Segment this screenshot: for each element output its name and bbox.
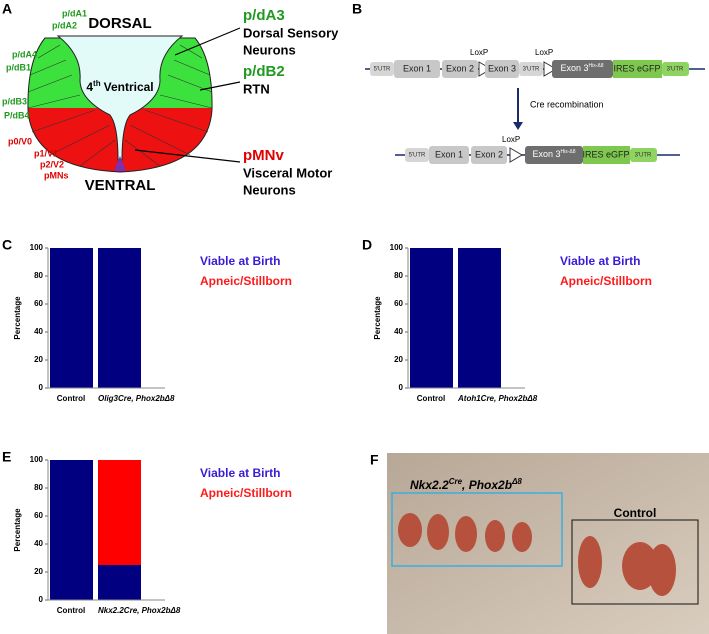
legend-entry: Viable at Birth	[560, 254, 640, 268]
y-tick-label: 20	[34, 567, 43, 576]
x-tick-label: Nkx2.2Cre, Phox2bΔ8	[98, 606, 181, 615]
legend-entry: Apneic/Stillborn	[200, 486, 292, 500]
x-tick-label: Control	[57, 606, 85, 615]
domain-label: p/dB1	[6, 62, 31, 72]
domain-desc: Dorsal Sensory	[243, 25, 339, 40]
ventral-label: VENTRAL	[85, 177, 156, 194]
utr-label: 3'UTR	[523, 67, 540, 73]
exon-label: Exon 3	[488, 63, 516, 73]
arrows	[134, 27, 241, 163]
domain-desc: Visceral Motor	[243, 165, 332, 180]
domain-desc: Neurons	[243, 182, 296, 197]
bar	[410, 248, 453, 388]
ventricle-label: 4th Ventrical	[86, 79, 153, 94]
utr-label: 3'UTR	[635, 153, 652, 159]
bar	[458, 248, 501, 388]
x-tick-label: Olig3Cre, Phox2bΔ8	[98, 394, 175, 403]
floor-plate	[114, 156, 126, 171]
bar	[98, 565, 141, 600]
y-tick-label: 80	[34, 483, 43, 492]
y-tick-label: 100	[30, 243, 44, 252]
legend-entry: Viable at Birth	[200, 466, 280, 480]
mutant-label: Nkx2.2Cre, Phox2bΔ8	[410, 477, 522, 492]
domain-label: p/dA2	[52, 20, 77, 30]
panel-b: B 5'UTR Exon 1 Exon 2 LoxP Exon 3 3'UTR …	[352, 1, 705, 164]
y-tick-label: 80	[394, 271, 403, 280]
domain-title: p/dA3	[243, 7, 285, 24]
y-tick-label: 0	[39, 383, 44, 392]
x-tick-label: Atoh1Cre, Phox2bΔ8	[457, 394, 538, 403]
pups	[398, 513, 676, 596]
control-box	[571, 519, 699, 605]
dorsal-label: DORSAL	[88, 15, 151, 32]
domain-label: p1/V1	[34, 148, 58, 158]
control-label: Control	[614, 506, 657, 520]
y-tick-label: 0	[399, 383, 404, 392]
y-tick-label: 60	[34, 299, 43, 308]
legend-entry: Apneic/Stillborn	[200, 274, 292, 288]
y-axis-title: Percentage	[373, 296, 382, 340]
domain-title: p/dB2	[243, 63, 285, 80]
loxp-label: LoxP	[535, 48, 553, 57]
y-axis-title: Percentage	[13, 508, 22, 552]
utr-label: 3'UTR	[667, 67, 684, 73]
bar	[98, 248, 141, 388]
loxp-label: LoxP	[502, 135, 520, 144]
y-axis-title: Percentage	[13, 296, 22, 340]
panel-label: D	[362, 237, 372, 253]
y-tick-label: 0	[39, 595, 44, 604]
y-tick-label: 20	[394, 355, 403, 364]
panel-label: C	[2, 237, 12, 253]
panel-label: E	[2, 449, 11, 465]
bar	[98, 460, 141, 565]
domain-label: p/dA1	[62, 8, 87, 18]
exon-label: Exon 1	[435, 149, 463, 159]
bar	[50, 460, 93, 600]
domain-label: p2/V2	[40, 159, 64, 169]
ventricle	[56, 35, 184, 161]
utr-label: 5'UTR	[409, 153, 426, 159]
y-tick-label: 40	[34, 327, 43, 336]
y-tick-label: 80	[34, 271, 43, 280]
panel-f: F Nkx2.2Cre, Phox2bΔ8 Control	[370, 452, 709, 634]
domain-desc: RTN	[243, 81, 270, 96]
mutant-box	[391, 492, 563, 567]
exon-label: Exon 3His-Δ8	[560, 63, 603, 73]
x-tick-label: Control	[57, 394, 85, 403]
domain-label: pMNs	[44, 170, 69, 180]
domain-label: P/dB4	[4, 110, 30, 120]
domain-label: p/dB3	[2, 96, 27, 106]
exon-label: Exon 1	[403, 63, 431, 73]
y-tick-label: 100	[390, 243, 404, 252]
domain-desc: Neurons	[243, 42, 296, 57]
y-tick-label: 40	[394, 327, 403, 336]
panel-label: A	[2, 1, 12, 17]
bar	[50, 248, 93, 388]
legend-entry: Viable at Birth	[200, 254, 280, 268]
y-tick-label: 60	[394, 299, 403, 308]
domain-label: p0/V0	[8, 136, 32, 146]
y-tick-label: 100	[30, 455, 44, 464]
x-tick-label: Control	[417, 394, 445, 403]
domain-title: pMNv	[243, 147, 284, 164]
ires-label: IRES eGFP	[582, 149, 629, 159]
legend-entry: Apneic/Stillborn	[560, 274, 652, 288]
utr-label: 5'UTR	[374, 67, 391, 73]
panel-a: A DORSAL VENTRAL 4th Ventrical p/dA1 p/dA…	[2, 1, 339, 198]
exon-label: Exon 2	[446, 63, 474, 73]
y-tick-label: 60	[34, 511, 43, 520]
ires-label: IRES eGFP	[613, 63, 660, 73]
loxp-label: LoxP	[470, 48, 488, 57]
exon-label: Exon 3His-Δ8	[532, 149, 575, 159]
y-tick-label: 20	[34, 355, 43, 364]
segment-lines	[27, 44, 213, 167]
panel-label: B	[352, 1, 362, 17]
exon-label: Exon 2	[475, 149, 503, 159]
domain-label: p/dA4	[12, 49, 37, 59]
panel-label: F	[370, 452, 379, 468]
arrow-label: Cre recombination	[530, 99, 604, 109]
y-tick-label: 40	[34, 539, 43, 548]
